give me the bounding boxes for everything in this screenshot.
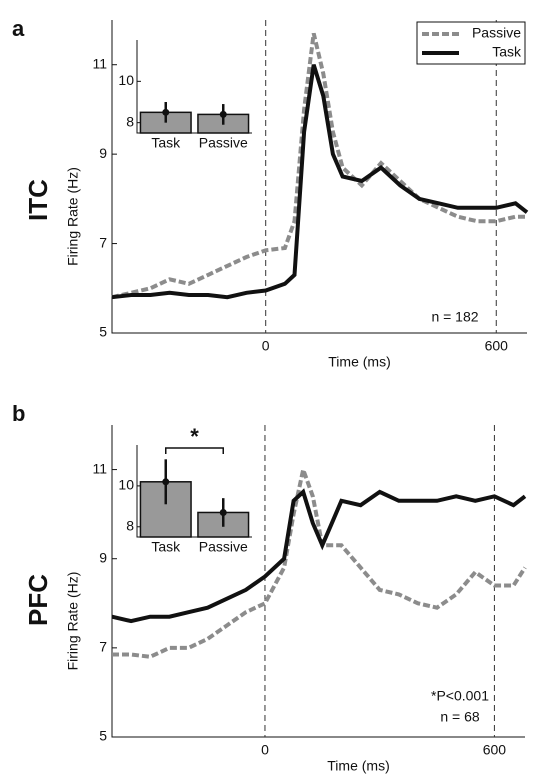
legend-label: Passive	[472, 25, 521, 41]
significance-bracket	[165, 447, 224, 454]
x-tick-label: 600	[485, 338, 509, 354]
y-tick-label: 9	[99, 549, 107, 565]
inset-y-tick-label: 8	[126, 517, 134, 533]
x-axis-label: Time (ms)	[327, 758, 389, 774]
mean-dot	[162, 478, 170, 486]
inset-y-tick-label: 8	[126, 113, 134, 129]
y-tick-label: 11	[92, 460, 107, 476]
mean-dot	[162, 108, 170, 116]
region-label: PFC	[23, 574, 53, 626]
x-tick-label: 600	[483, 742, 507, 758]
series-line	[111, 64, 529, 300]
y-tick-label: 5	[99, 728, 107, 744]
annotation: n = 68	[440, 709, 480, 725]
y-axis-label: Firing Rate (Hz)	[65, 167, 81, 266]
y-tick-label: 11	[92, 55, 107, 71]
legend-box	[416, 21, 526, 65]
inset-category-label: Task	[151, 539, 181, 555]
inset-category-label: Passive	[199, 135, 248, 151]
significance-star: *	[190, 424, 199, 449]
series-line	[111, 32, 527, 300]
y-tick-label: 9	[99, 145, 107, 161]
panel-label: b	[12, 401, 25, 426]
inset-y-tick-label: 10	[118, 72, 134, 88]
region-label: ITC	[23, 179, 53, 221]
series-line	[112, 462, 527, 659]
inset-y-tick-label: 10	[118, 477, 134, 493]
x-tick-label: 0	[261, 742, 269, 758]
annotation: *P<0.001	[431, 688, 489, 704]
y-tick-label: 5	[99, 324, 107, 340]
x-axis-label: Time (ms)	[328, 354, 390, 370]
x-tick-label: 0	[262, 338, 270, 354]
inset-category-label: Passive	[199, 539, 248, 555]
mean-dot	[219, 110, 227, 118]
mean-dot	[219, 508, 227, 516]
series-line	[111, 488, 527, 624]
panel-label: a	[12, 16, 25, 41]
inset-category-label: Task	[151, 135, 181, 151]
y-tick-label: 7	[99, 639, 107, 655]
y-axis-label: Firing Rate (Hz)	[65, 572, 81, 671]
axes	[111, 20, 527, 334]
legend-label: Task	[492, 44, 522, 60]
annotation: n = 182	[431, 309, 478, 325]
y-tick-label: 7	[99, 234, 107, 250]
